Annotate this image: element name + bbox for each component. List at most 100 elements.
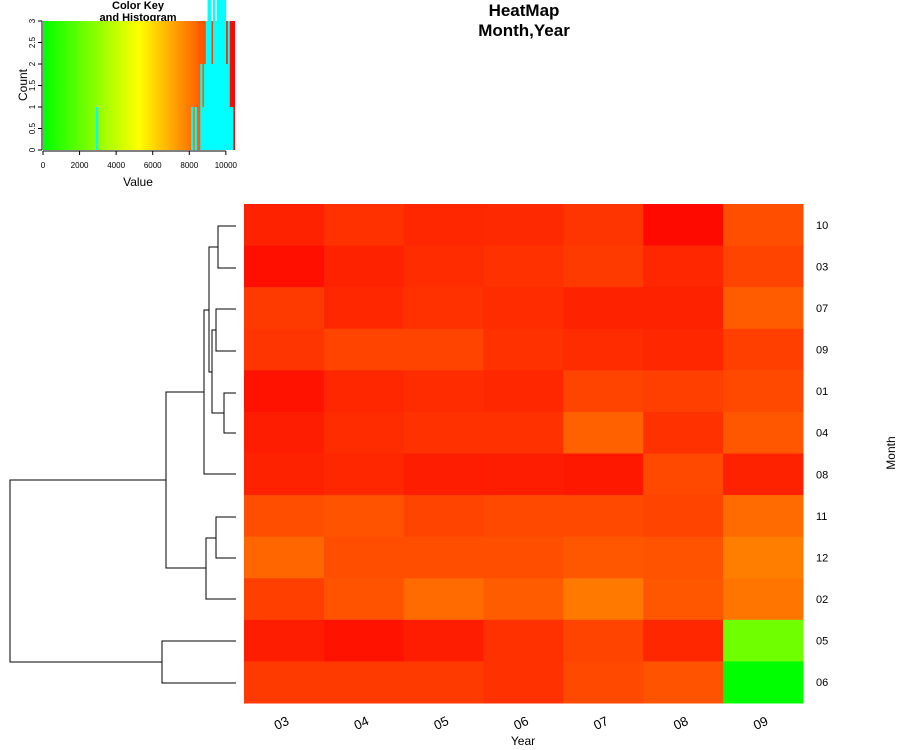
histogram-bar bbox=[200, 64, 203, 150]
heatmap-cell bbox=[563, 578, 644, 621]
heatmap-cell bbox=[483, 661, 564, 704]
heatmap-cell bbox=[643, 578, 724, 621]
heatmap-cell bbox=[483, 287, 564, 330]
heatmap-cell bbox=[403, 370, 485, 413]
heatmap-cell bbox=[403, 328, 485, 371]
heatmap-cell bbox=[563, 619, 644, 662]
heatmap-cell bbox=[643, 661, 724, 704]
heatmap-cell bbox=[323, 287, 405, 330]
histogram-bar bbox=[203, 64, 207, 150]
heatmap-cell bbox=[244, 287, 325, 330]
heatmap-cell bbox=[323, 578, 405, 621]
heatmap-cell bbox=[403, 536, 485, 579]
row-label: 05 bbox=[816, 636, 828, 648]
heatmap-cell bbox=[244, 495, 325, 538]
histogram-bar bbox=[222, 0, 225, 150]
histogram-bar bbox=[227, 21, 230, 150]
heatmap-cell bbox=[563, 411, 644, 454]
color-key-x-tick-label: 4000 bbox=[107, 161, 125, 170]
histogram-bar bbox=[225, 64, 228, 150]
row-label: 07 bbox=[816, 303, 828, 315]
heatmap-cell bbox=[723, 370, 804, 413]
heatmap-cell bbox=[403, 578, 485, 621]
heatmap-cell bbox=[563, 536, 644, 579]
heatmap-cell bbox=[244, 619, 325, 662]
heatmap-cell bbox=[244, 370, 325, 413]
row-label: 06 bbox=[816, 677, 828, 689]
color-key-y-tick-label: 0 bbox=[28, 147, 37, 152]
heatmap-cell bbox=[244, 328, 325, 371]
color-key-y-tick-label: 0.5 bbox=[28, 122, 37, 134]
histogram-bar bbox=[218, 0, 221, 150]
heatmap-cell bbox=[643, 328, 724, 371]
heatmap-cell bbox=[723, 204, 804, 247]
histogram-bar bbox=[209, 0, 212, 150]
heatmap-cell bbox=[723, 287, 804, 330]
chart-title-line-1: HeatMap bbox=[489, 1, 560, 20]
color-key-xlabel: Value bbox=[123, 175, 153, 189]
heatmap-cell bbox=[323, 536, 405, 579]
heatmap-cell bbox=[483, 578, 564, 621]
color-key-y-tick-label: 3 bbox=[28, 18, 37, 23]
heatmap-cell bbox=[483, 370, 564, 413]
heatmap-cell bbox=[723, 536, 804, 579]
histogram-bar bbox=[96, 107, 99, 150]
heatmap-cell bbox=[563, 661, 644, 704]
color-key-y-tick-label: 2.5 bbox=[28, 36, 37, 48]
heatmap-cell bbox=[483, 495, 564, 538]
histogram-bar bbox=[224, 0, 227, 150]
heatmap-cell bbox=[323, 370, 405, 413]
heatmap-cell bbox=[483, 245, 564, 288]
row-label: 09 bbox=[816, 345, 828, 357]
histogram-bar bbox=[202, 107, 205, 150]
heatmap-cell bbox=[403, 287, 485, 330]
heatmap-cell bbox=[244, 245, 325, 288]
heatmap-cell bbox=[563, 245, 644, 288]
heatmap-cell bbox=[244, 536, 325, 579]
heatmap-cell bbox=[723, 328, 804, 371]
heatmap-cell bbox=[563, 328, 644, 371]
heatmap-cell bbox=[323, 661, 405, 704]
heatmap-cell bbox=[723, 578, 804, 621]
heatmap-cell bbox=[643, 370, 724, 413]
color-key-title-line-1: Color Key bbox=[112, 0, 165, 12]
heatmap-cell bbox=[323, 245, 405, 288]
heatmap-cell bbox=[323, 204, 405, 247]
row-label: 01 bbox=[816, 386, 828, 398]
heatmap-cell bbox=[244, 578, 325, 621]
row-label: 03 bbox=[816, 261, 828, 273]
heatmap-cell bbox=[723, 245, 804, 288]
heatmap-cell bbox=[403, 411, 485, 454]
heatmap-cell bbox=[483, 204, 564, 247]
heatmap-cell bbox=[244, 204, 325, 247]
color-key-x-tick-label: 2000 bbox=[71, 161, 89, 170]
heatmap-cell bbox=[323, 328, 405, 371]
column-label: 09 bbox=[751, 713, 770, 733]
histogram-bar bbox=[211, 64, 214, 150]
heatmap-cell bbox=[483, 536, 564, 579]
heatmap-cell bbox=[244, 661, 325, 704]
row-label: 10 bbox=[816, 220, 828, 232]
row-label: 12 bbox=[816, 552, 828, 564]
histogram-bar bbox=[194, 107, 197, 150]
column-label: 06 bbox=[511, 713, 530, 733]
heatmap-cell bbox=[563, 370, 644, 413]
histogram-bar bbox=[229, 107, 232, 150]
heatmap-cell bbox=[483, 619, 564, 662]
heatmap-cell bbox=[323, 411, 405, 454]
column-label: 03 bbox=[272, 713, 291, 733]
heatmap-cell bbox=[403, 495, 485, 538]
histogram-bar bbox=[214, 21, 218, 150]
y-axis-label: Month bbox=[884, 436, 898, 469]
color-key-x-tick-label: 0 bbox=[41, 161, 46, 170]
histogram-bar bbox=[205, 21, 208, 150]
heatmap-cell bbox=[723, 619, 804, 662]
heatmap-cell bbox=[403, 453, 485, 496]
heatmap-cell bbox=[643, 245, 724, 288]
color-key-x-tick-label: 10000 bbox=[215, 161, 238, 170]
heatmap-cell bbox=[563, 287, 644, 330]
dendrogram-branches bbox=[9, 225, 236, 684]
heatmap-cell bbox=[244, 411, 325, 454]
heatmap-cell bbox=[403, 661, 485, 704]
